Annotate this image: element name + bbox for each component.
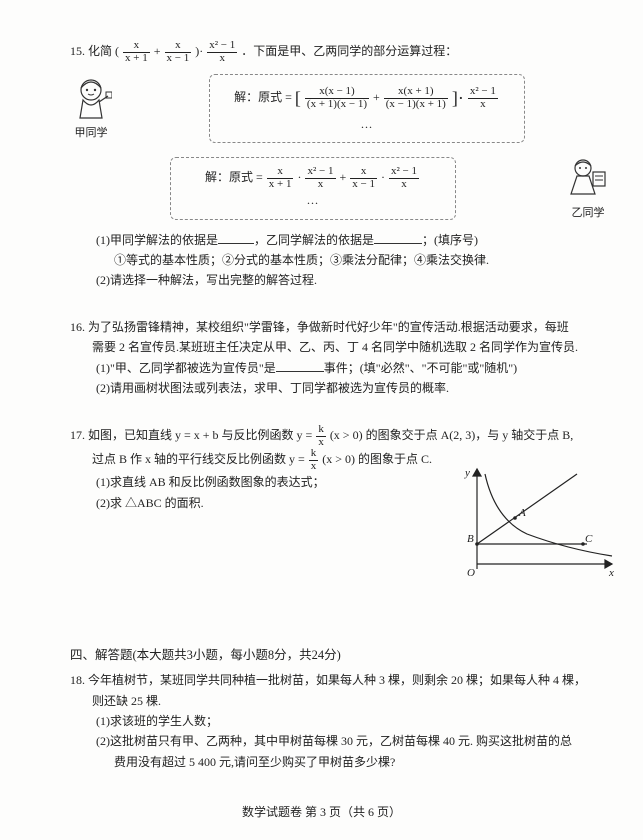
q18-stem2: 则还缺 25 棵. [70, 691, 611, 711]
yi-prefix: 解：原式 = [205, 170, 266, 184]
q17-stem-c: 过点 B 作 x 轴的平行线交反比例函数 y = [92, 452, 308, 466]
svg-text:C: C [585, 533, 593, 545]
q17-stem-d: (x > 0) 的图象于点 C. [322, 452, 432, 466]
q18-number: 18. [70, 673, 85, 687]
blank-yi [374, 231, 422, 244]
jia-plus: + [373, 90, 383, 104]
q15-stem-a: 化简 ( [88, 44, 119, 58]
q17-number: 17. [70, 428, 85, 442]
frac-x-xm1: xx − 1 [165, 40, 192, 64]
q18-stem1: 今年植树节，某班同学共同种植一批树苗，如果每人种 3 棵，则剩余 20 棵；如果… [88, 673, 586, 687]
yi-frac-1: xx + 1 [267, 166, 294, 190]
exam-page: 15. 化简 ( xx + 1 + xx − 1 )· x² − 1x ．下面是… [0, 0, 643, 840]
yi-dots: … [183, 190, 443, 210]
q16-p1-a: (1)"甲、乙同学都被选为宣传员"是 [96, 361, 276, 375]
q16-part2: (2)请用画树状图法或列表法，求甲、丁同学都被选为宣传员的概率. [70, 378, 611, 398]
plus-1: + [154, 44, 164, 58]
q16-p1-b: 事件；(填"必然"、"不可能"或"随机") [324, 361, 517, 375]
yi-dot2: · [381, 170, 385, 184]
q15-number: 15. [70, 44, 85, 58]
jia-frac-3: x² − 1x [468, 86, 498, 110]
jia-frac-2: x(x + 1)(x − 1)(x + 1) [384, 86, 448, 110]
q17-stem-a: 如图，已知直线 y = x + b 与反比例函数 y = [88, 428, 315, 442]
question-17: 17. 如图，已知直线 y = x + b 与反比例函数 y = kx (x >… [70, 424, 611, 591]
q15-p1-b: ，乙同学解法的依据是 [254, 233, 374, 247]
svg-text:B: B [467, 533, 474, 545]
yi-avatar: 乙同学 [565, 154, 611, 223]
left-bracket-icon: [ [295, 83, 301, 114]
line-hyperbola-chart: x y O A B C [457, 464, 617, 584]
q15-part1: (1)甲同学解法的依据是 ，乙同学解法的依据是 ；(填序号) [70, 230, 611, 250]
q15-options: ①等式的基本性质；②分式的基本性质；③乘法分配律；④乘法交换律. [70, 250, 611, 270]
q17-graph: x y O A B C [457, 464, 617, 590]
svg-text:y: y [464, 467, 470, 479]
q16-stem2: 需要 2 名宣传员.某班班主任决定从甲、乙、丙、丁 4 名同学中随机选取 2 名… [70, 337, 611, 357]
yi-solution-box: 解：原式 = xx + 1 · x² − 1x + xx − 1 · x² − … [170, 157, 456, 219]
blank-jia [218, 231, 254, 244]
page-footer: 数学试题卷 第 3 页（共 6 页） [0, 802, 643, 822]
q15-stem-d: ．下面是甲、乙两同学的部分运算过程： [241, 44, 457, 58]
q15-p1-c: ；(填序号) [422, 233, 478, 247]
jia-frac-1: x(x − 1)(x + 1)(x − 1) [305, 86, 369, 110]
yi-frac-2: x² − 1x [305, 166, 335, 190]
frac-k-x-2: kx [309, 448, 319, 472]
dot-1: )· [195, 44, 203, 58]
jia-label: 甲同学 [70, 124, 112, 143]
jia-solution-box: 解：原式 = [ x(x − 1)(x + 1)(x − 1) + x(x + … [209, 74, 525, 143]
frac-x-xp1: xx + 1 [123, 40, 150, 64]
question-18: 18. 今年植树节，某班同学共同种植一批树苗，如果每人种 3 棵，则剩余 20 … [70, 670, 611, 772]
q15-p1-a: (1)甲同学解法的依据是 [96, 233, 218, 247]
section-4-heading: 四、解答题(本大题共3小题，每小题8分，共24分) [70, 645, 611, 666]
yi-label: 乙同学 [565, 204, 611, 223]
q16-part1: (1)"甲、乙同学都被选为宣传员"是 事件；(填"必然"、"不可能"或"随机") [70, 358, 611, 378]
yi-plus: + [340, 170, 350, 184]
yi-frac-4: x² − 1x [389, 166, 419, 190]
svg-text:O: O [467, 567, 475, 579]
jia-prefix: 解：原式 = [234, 90, 295, 104]
girl-icon [70, 74, 112, 122]
question-16: 16. 为了弘扬雷锋精神，某校组织"学雷锋，争做新时代好少年"的宣传活动.根据活… [70, 317, 611, 399]
jia-avatar: 甲同学 [70, 74, 112, 143]
q16-number: 16. [70, 320, 85, 334]
question-15: 15. 化简 ( xx + 1 + xx − 1 )· x² − 1x ．下面是… [70, 40, 611, 291]
svg-text:A: A [518, 507, 526, 519]
q15-part2: (2)请选择一种解法，写出完整的解答过程. [70, 270, 611, 290]
frac-k-x-1: kx [316, 424, 326, 448]
blank-event [276, 359, 324, 372]
yi-frac-3: xx − 1 [350, 166, 377, 190]
yi-dot1: · [297, 170, 301, 184]
q18-part2a: (2)这批树苗只有甲、乙两种，其中甲树苗每棵 30 元，乙树苗每棵 40 元. … [70, 731, 611, 751]
boy-icon [565, 154, 611, 202]
q18-part1: (1)求该班的学生人数； [70, 711, 611, 731]
yi-row: 解：原式 = xx + 1 · x² − 1x + xx − 1 · x² − … [70, 153, 611, 223]
svg-text:x: x [608, 567, 614, 579]
q16-stem1: 为了弘扬雷锋精神，某校组织"学雷锋，争做新时代好少年"的宣传活动.根据活动要求，… [88, 320, 569, 334]
frac-x2m1-x: x² − 1x [207, 40, 237, 64]
jia-dots: … [222, 114, 512, 134]
right-bracket-icon: ]· [452, 83, 464, 114]
q17-stem-b: (x > 0) 的图象交于点 A(2, 3)，与 y 轴交于点 B, [330, 428, 573, 442]
jia-row: 甲同学 解：原式 = [ x(x − 1)(x + 1)(x − 1) + x(… [70, 70, 611, 147]
q18-part2b: 费用没有超过 5 400 元,请问至少购买了甲树苗多少棵? [70, 752, 611, 772]
